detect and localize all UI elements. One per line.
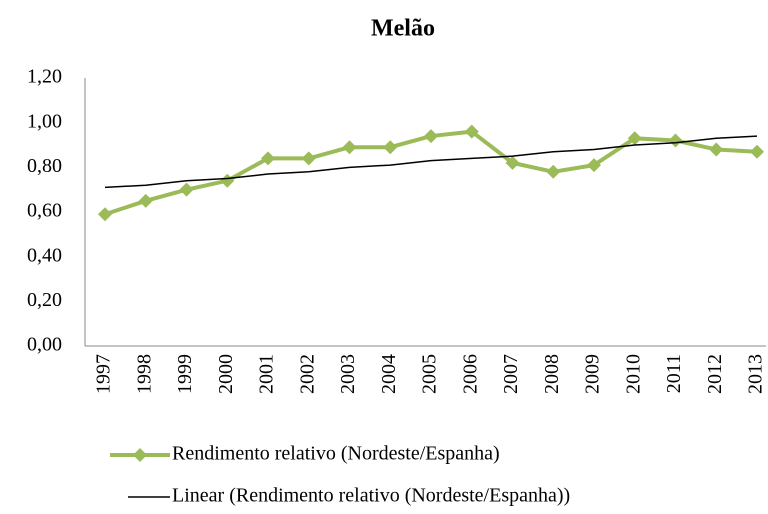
chart-title: Melão <box>371 16 435 42</box>
marker <box>709 142 724 157</box>
trend-line <box>104 135 758 189</box>
marker <box>627 131 642 146</box>
x-tick-label: 2008 <box>541 354 563 394</box>
y-tick-label: 0,20 <box>27 289 62 311</box>
marker <box>587 158 601 173</box>
legend-label: Linear (Rendimento relativo (Nordeste/Es… <box>172 485 570 507</box>
x-tick-label: 1998 <box>133 354 155 394</box>
marker <box>750 144 764 159</box>
x-tick-label: 2010 <box>622 354 644 394</box>
marker <box>505 155 520 170</box>
x-tick-label: 1999 <box>174 354 196 394</box>
marker <box>342 140 357 155</box>
legend-label: Rendimento relativo (Nordeste/Espanha) <box>172 443 500 465</box>
x-tick-label: 2013 <box>745 354 767 394</box>
marker <box>424 129 438 144</box>
y-tick-label: 1,00 <box>27 110 62 132</box>
legend-marker <box>133 448 147 462</box>
x-tick-label: 2000 <box>215 354 237 394</box>
marker <box>220 173 235 188</box>
marker <box>464 124 479 139</box>
x-tick-label: 2002 <box>296 354 318 394</box>
y-tick-label: 1,20 <box>27 66 62 88</box>
x-tick-label: 2011 <box>663 354 685 393</box>
x-tick-label: 2004 <box>378 354 400 394</box>
x-tick-label: 2001 <box>256 354 278 394</box>
marker <box>383 140 398 155</box>
marker <box>261 151 275 166</box>
y-tick-label: 0,60 <box>27 200 62 222</box>
x-tick-label: 2006 <box>459 354 481 394</box>
y-tick-label: 0,80 <box>27 155 62 177</box>
x-tick-label: 2005 <box>419 354 441 394</box>
y-tick-label: 0,40 <box>27 244 62 266</box>
marker <box>546 164 561 179</box>
x-tick-label: 2012 <box>704 354 726 394</box>
y-tick-label: 0,00 <box>27 334 62 356</box>
marker <box>179 182 194 197</box>
marker <box>138 193 153 208</box>
x-tick-label: 1997 <box>93 354 115 394</box>
x-tick-label: 2003 <box>337 354 359 394</box>
x-tick-label: 2009 <box>582 354 604 394</box>
marker <box>668 133 683 148</box>
x-tick-label: 2007 <box>500 354 522 394</box>
marker <box>98 207 112 222</box>
marker <box>301 151 316 166</box>
